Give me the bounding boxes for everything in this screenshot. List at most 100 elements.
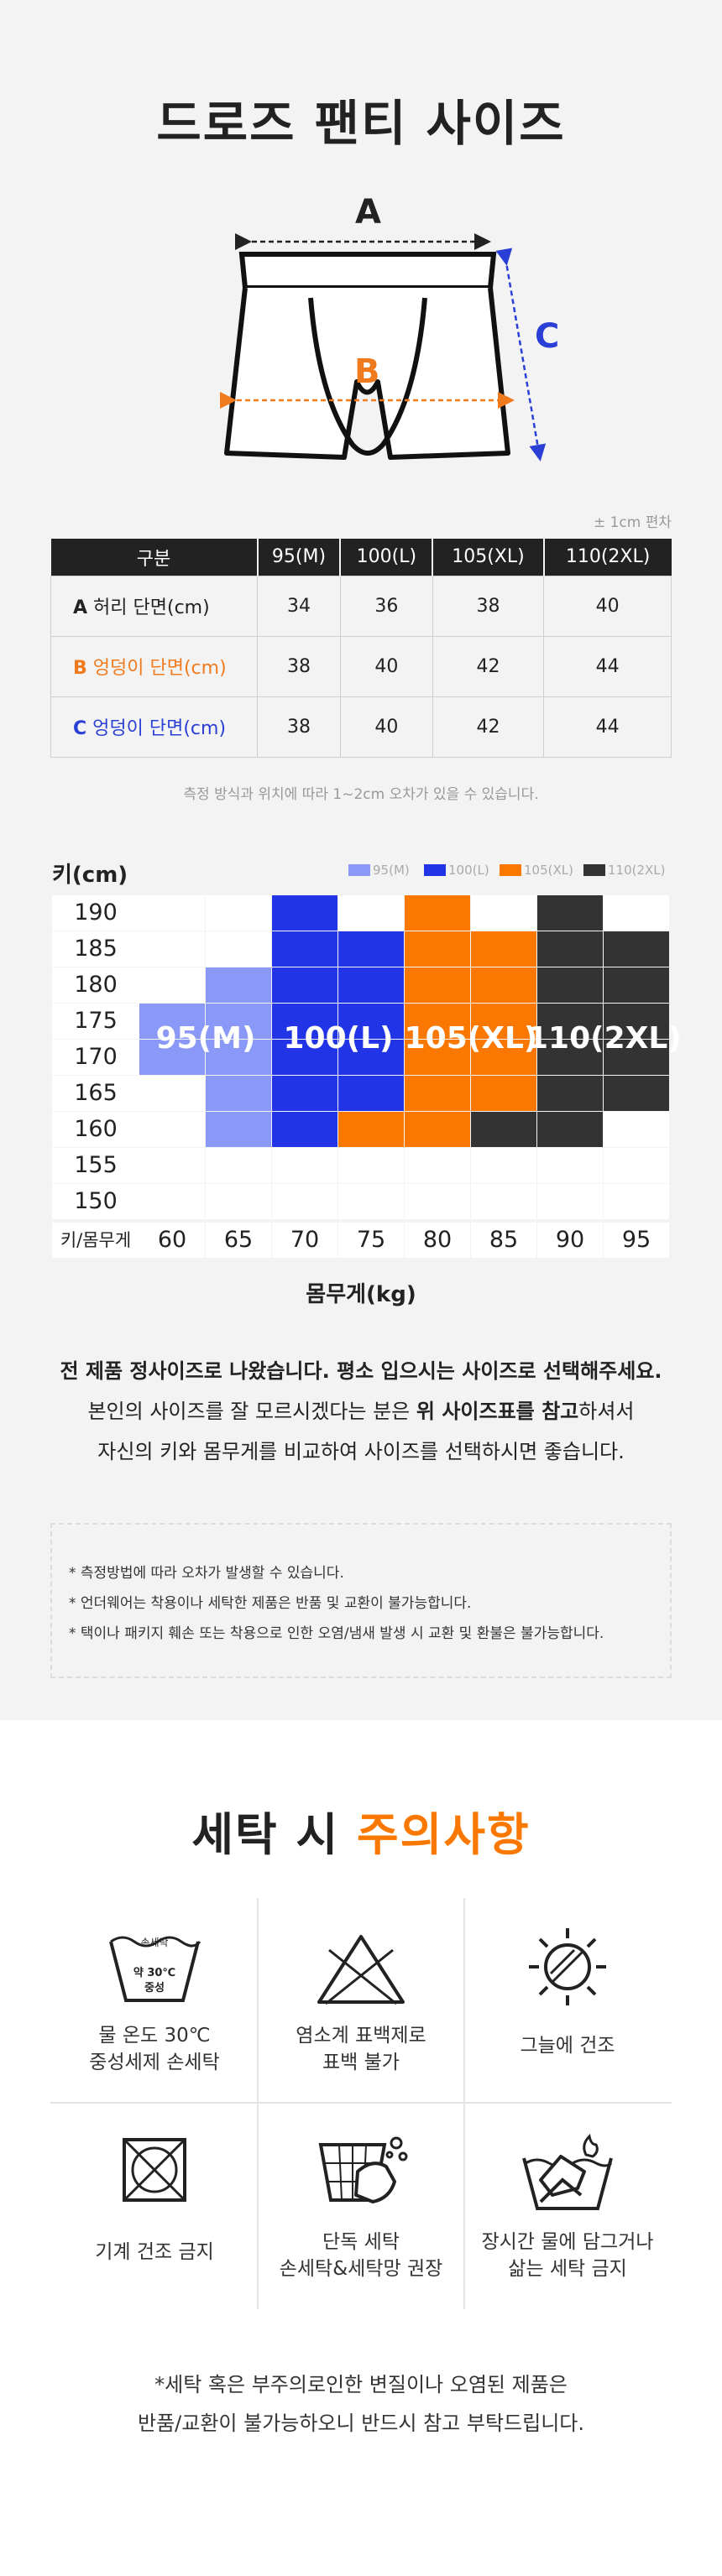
chart-cell (405, 1184, 470, 1219)
chart-cell (272, 1040, 337, 1075)
wash-section (0, 1720, 722, 2576)
chart-cell (405, 967, 470, 1003)
chart-cell (405, 931, 470, 967)
chart-cell (272, 931, 337, 967)
chart-cell (338, 967, 404, 1003)
chart-cell (272, 1148, 337, 1183)
chart-cell (405, 1112, 470, 1147)
table-cell: 44 (543, 696, 672, 758)
chart-cell (139, 1184, 205, 1219)
legend-item: 100(L) (424, 862, 489, 879)
chart-cell (338, 895, 404, 931)
chart-cell (604, 1076, 669, 1111)
chart-cell (338, 1184, 404, 1219)
table-cell: 38 (257, 696, 341, 758)
chart-cell (471, 1004, 536, 1039)
x-tick: 95 (604, 1223, 669, 1258)
no-soak-boil-icon (522, 2133, 613, 2210)
chart-cell (405, 1148, 470, 1183)
chart-cell (405, 1076, 470, 1111)
notice-item: * 측정방법에 따라 오차가 발생할 수 있습니다. (69, 1565, 344, 1582)
chart-cell (338, 931, 404, 967)
chart-cell (338, 1148, 404, 1183)
care-item-no-tumble-dry: 기계 건조 금지 (52, 2104, 257, 2309)
chart-cell (537, 931, 603, 967)
chart-cell (272, 1004, 337, 1039)
y-tick: 165 (52, 1076, 139, 1111)
chart-cell (206, 1184, 271, 1219)
chart-cell (604, 1148, 669, 1183)
chart-cell (206, 1076, 271, 1111)
chart-cell (604, 967, 669, 1003)
tolerance-note: ± 1cm 편차 (593, 514, 672, 531)
x-tick: 85 (471, 1223, 536, 1258)
chart-cell (139, 931, 205, 967)
y-tick: 155 (52, 1148, 139, 1183)
arrow-c (495, 248, 547, 461)
chart-cell (471, 895, 536, 931)
chart-cell (206, 895, 271, 931)
care-item-no-soak: 장시간 물에 담그거나 삶는 세탁 금지 (465, 2104, 670, 2309)
legend-swatch (500, 864, 521, 876)
table-cell: 42 (432, 696, 545, 758)
label-c: C (535, 317, 560, 356)
chart-cell (604, 931, 669, 967)
chart-cell (139, 1148, 205, 1183)
chart-cell (604, 895, 669, 931)
no-tumble-dry-icon (123, 2138, 186, 2202)
chart-cell (537, 1040, 603, 1075)
guide-line-3: 자신의 키와 몸무게를 비교하여 사이즈를 선택하시면 좋습니다. (97, 1440, 625, 1463)
header-l: 100(L) (340, 539, 434, 576)
chart-cell (405, 1040, 470, 1075)
chart-cell (604, 1112, 669, 1147)
chart-cell (272, 1076, 337, 1111)
chart-cell (471, 931, 536, 967)
chart-cell (206, 967, 271, 1003)
legend-item: 110(2XL) (583, 862, 666, 879)
table-cell: 40 (339, 635, 433, 697)
separate-wash-net-icon (318, 2136, 408, 2203)
chart-cell (471, 1184, 536, 1219)
wash-title: 세탁 시 주의사항 (191, 1808, 531, 1861)
row-label: 허리 단면(cm) (93, 597, 210, 618)
x-tick: 75 (338, 1223, 404, 1258)
legend-swatch (583, 864, 605, 876)
chart-cell (537, 1112, 603, 1147)
table-cell: 44 (543, 635, 672, 697)
y-tick: 190 (52, 895, 139, 931)
legend-swatch (424, 864, 446, 876)
chart-cell (338, 1004, 404, 1039)
table-row: C 엉덩이 단면(cm) 38 40 42 44 (50, 696, 672, 758)
chart-cell (471, 967, 536, 1003)
chart-cell (272, 1112, 337, 1147)
chart-cell (537, 1076, 603, 1111)
header-2xl: 110(2XL) (543, 539, 672, 576)
table-row: B 엉덩이 단면(cm) 38 40 42 44 (50, 635, 672, 697)
table-row: A 허리 단면(cm) 34 36 38 40 (50, 575, 672, 637)
notice-box: * 측정방법에 따라 오차가 발생할 수 있습니다. * 언더웨어는 착용이나 … (50, 1523, 672, 1678)
x-tick: 90 (537, 1223, 603, 1258)
chart-cell (537, 1004, 603, 1039)
chart-cell (338, 1040, 404, 1075)
table-cell: 40 (543, 575, 672, 637)
care-item-separate-wash: 단독 세탁 손세탁&세탁망 권장 (259, 2104, 463, 2309)
size-label: 95(M) (155, 1021, 256, 1056)
chart-cell (272, 895, 337, 931)
chart-cell (471, 1148, 536, 1183)
chart-cell (272, 967, 337, 1003)
x-tick: 70 (272, 1223, 337, 1258)
chart-cell (604, 1004, 669, 1039)
table-note: 측정 방식과 위치에 따라 1~2cm 오차가 있을 수 있습니다. (183, 786, 539, 803)
size-table: 구분 95(M) 100(L) 105(XL) 110(2XL) A 허리 단면… (50, 539, 672, 758)
chart-cell (206, 1148, 271, 1183)
wash-footer-1: *세탁 혹은 부주의로인한 변질이나 오염된 제품은 (154, 2373, 568, 2396)
notice-item: * 언더웨어는 착용이나 세탁한 제품은 반품 및 교환이 불가능합니다. (69, 1595, 472, 1612)
chart-xlabel: 몸무게(kg) (306, 1282, 416, 1307)
row-letter: C (73, 718, 87, 739)
corner-label: 키/몸무게 (52, 1223, 139, 1258)
row-label: 엉덩이 단면(cm) (92, 658, 227, 679)
table-cell: 38 (432, 575, 545, 637)
table-cell: 38 (257, 635, 341, 697)
row-letter: A (73, 597, 88, 618)
size-label: 110(2XL) (527, 1021, 682, 1056)
